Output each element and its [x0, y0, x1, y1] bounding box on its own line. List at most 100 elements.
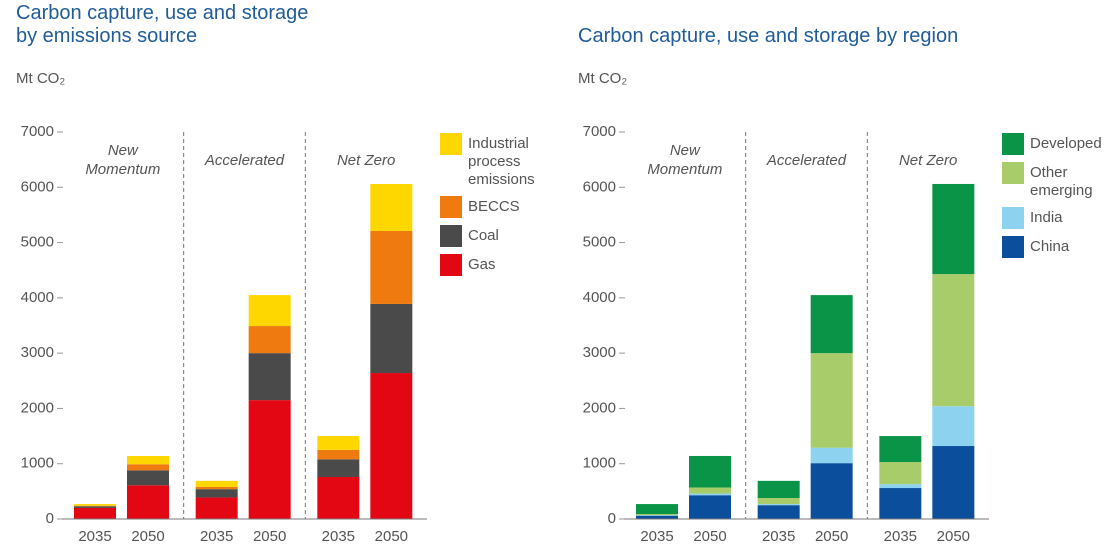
- y-tick-label: 1000: [21, 455, 54, 472]
- x-tick-label: 2050: [375, 528, 408, 545]
- legend: Developed Other emerging India China: [1002, 133, 1112, 258]
- y-tick-label: 6000: [583, 178, 616, 195]
- legend-label: Industrial process emissions: [468, 135, 535, 188]
- y-tick-label: 3000: [21, 344, 54, 361]
- bar-segment: [689, 487, 731, 494]
- bar-segment: [74, 506, 116, 508]
- bar-segment: [932, 446, 975, 519]
- group-label: Net Zero: [898, 151, 958, 169]
- bar-segment: [932, 406, 975, 447]
- legend-label: China: [1030, 238, 1070, 255]
- y-axis-label: Mt CO₂: [578, 70, 628, 87]
- bar-segment: [195, 497, 238, 519]
- y-tick-label: 1000: [583, 455, 616, 472]
- bar-segment: [195, 489, 238, 498]
- y-tick-label: 7000: [21, 123, 54, 140]
- bar-segment: [370, 373, 413, 519]
- legend-label: Other emerging: [1030, 164, 1093, 199]
- bar-segment: [74, 504, 116, 506]
- bar-segment: [879, 462, 922, 485]
- legend-swatch: [1002, 236, 1024, 258]
- group-label: New Momentum: [647, 142, 723, 178]
- y-tick-label: 6000: [21, 178, 54, 195]
- bar-segment: [317, 449, 360, 460]
- bar-segment: [932, 183, 975, 275]
- bar-segment: [810, 447, 853, 464]
- bar-segment: [879, 488, 922, 519]
- y-tick-label: 2000: [21, 399, 54, 416]
- group-label: Accelerated: [204, 151, 285, 169]
- x-tick-label: 2035: [200, 528, 233, 545]
- bar-segment: [317, 436, 360, 450]
- legend-label: India: [1030, 209, 1063, 226]
- bar-segment: [370, 303, 413, 374]
- chart: Carbon capture, use and storage by regio…: [562, 0, 1120, 560]
- bar-segment: [317, 459, 360, 477]
- legend-item: China: [1002, 236, 1112, 258]
- bar-segment: [74, 505, 116, 507]
- legend-label: BECCS: [468, 198, 520, 215]
- y-tick-label: 2000: [583, 399, 616, 416]
- bar-segment: [757, 480, 800, 498]
- legend-item: Coal: [440, 225, 550, 247]
- x-tick-label: 2050: [815, 528, 848, 545]
- y-axis-label: Mt CO₂: [16, 70, 66, 87]
- y-tick-label: 0: [608, 510, 616, 527]
- bar-segment: [757, 497, 800, 505]
- legend-item: Gas: [440, 254, 550, 276]
- bar-segment: [810, 295, 853, 354]
- y-tick-label: 5000: [583, 234, 616, 251]
- bar-segment: [127, 455, 169, 465]
- x-tick-label: 2050: [253, 528, 286, 545]
- legend-swatch: [1002, 162, 1024, 184]
- bar-segment: [127, 464, 169, 471]
- bar-segment: [879, 436, 922, 463]
- bar-segment: [195, 486, 238, 490]
- bar-segment: [370, 183, 413, 231]
- bar-segment: [636, 514, 678, 516]
- legend-item: Other emerging: [1002, 162, 1112, 200]
- bar-segment: [248, 353, 291, 401]
- y-tick-label: 0: [46, 510, 54, 527]
- y-tick-label: 7000: [583, 123, 616, 140]
- x-tick-label: 2050: [131, 528, 164, 545]
- bar-segment: [74, 507, 116, 519]
- plot: 0 1000 2000 3000 4000 5000 6000 7000 2035 2050 203…: [21, 123, 427, 545]
- bar-segment: [636, 515, 678, 516]
- y-tick-label: 5000: [21, 234, 54, 251]
- x-tick-label: 2035: [78, 528, 111, 545]
- bar-segment: [689, 495, 731, 519]
- legend-swatch: [440, 254, 462, 276]
- bar-segment: [127, 470, 169, 486]
- legend-item: India: [1002, 207, 1112, 229]
- chart: Carbon capture, use and storage by emiss…: [16, 2, 550, 545]
- legend: Industrial process emissions BECCS Coal Gas: [440, 133, 550, 276]
- x-tick-label: 2035: [322, 528, 355, 545]
- bar-segment: [248, 400, 291, 519]
- group-label: New Momentum: [85, 142, 161, 178]
- legend-item: Developed: [1002, 133, 1112, 155]
- bar-segment: [248, 326, 291, 354]
- bar-segment: [248, 295, 291, 327]
- chart-title: Carbon capture, use and storage by regio…: [578, 25, 959, 47]
- legend-swatch: [1002, 133, 1024, 155]
- x-tick-label: 2035: [640, 528, 673, 545]
- group-label: Net Zero: [336, 151, 396, 169]
- legend-label: Coal: [468, 227, 499, 244]
- legend-swatch: [440, 225, 462, 247]
- bar-segment: [370, 230, 413, 304]
- y-tick-label: 4000: [21, 289, 54, 306]
- bar-segment: [195, 480, 238, 487]
- bar-segment: [810, 353, 853, 448]
- x-tick-label: 2050: [937, 528, 970, 545]
- bar-segment: [689, 493, 731, 496]
- x-tick-label: 2035: [762, 528, 795, 545]
- bar-segment: [636, 515, 678, 519]
- plot: 0 1000 2000 3000 4000 5000 6000 7000 2035 2050 203…: [583, 123, 989, 545]
- bar-segment: [757, 505, 800, 519]
- legend-item: BECCS: [440, 196, 550, 218]
- bar-segment: [127, 485, 169, 519]
- y-tick-label: 4000: [583, 289, 616, 306]
- bar-segment: [636, 504, 678, 515]
- bar-segment: [689, 455, 731, 488]
